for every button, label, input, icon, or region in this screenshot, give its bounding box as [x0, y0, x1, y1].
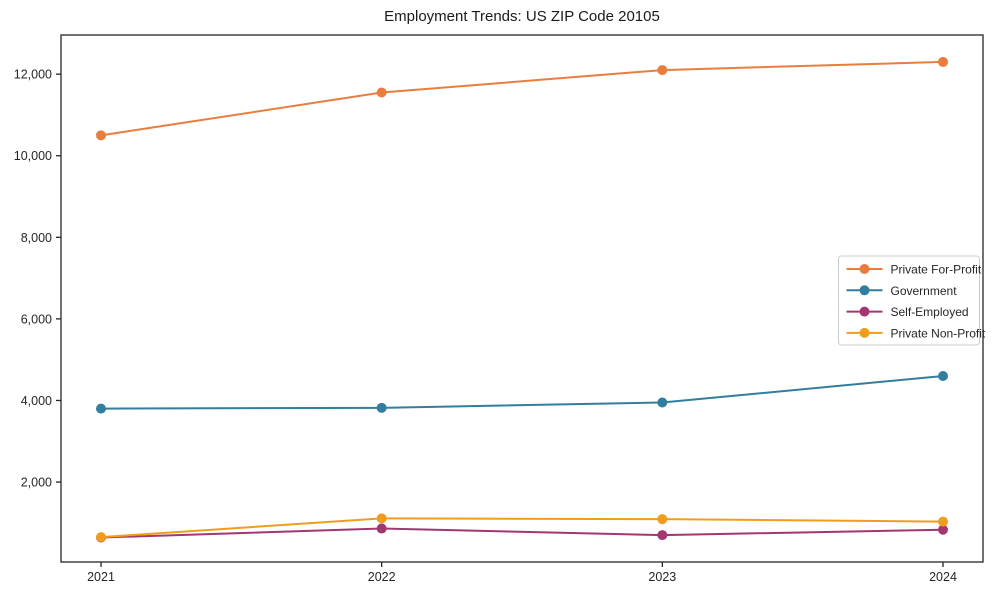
x-tick-label: 2024	[929, 570, 957, 584]
legend-item-private-non-profit: Private Non-Profit	[846, 326, 986, 340]
legend: Private For-Profit Government Self-Employe…	[838, 255, 986, 346]
chart-title: Employment Trends: US ZIP Code 20105	[384, 8, 660, 25]
legend-label: Government	[891, 284, 958, 298]
data-point-marker	[938, 516, 948, 527]
plot-frame	[60, 34, 984, 563]
y-tick-label: 6,000	[21, 312, 52, 326]
x-tick-label: 2021	[87, 570, 115, 584]
data-point-marker	[96, 403, 106, 414]
series-self-employed	[96, 523, 948, 543]
y-tick-label: 4,000	[21, 394, 52, 408]
legend-item-government: Government	[846, 284, 958, 298]
y-axis: 2,000 4,000 6,000 8,000 10,000 12,000	[14, 68, 61, 490]
data-point-marker	[657, 65, 668, 76]
data-point-marker	[376, 87, 387, 98]
series-private-non-profit	[96, 513, 948, 543]
data-point-marker	[376, 523, 387, 534]
series-private-for-profit	[96, 56, 948, 141]
series-line	[100, 517, 944, 539]
data-point-marker	[657, 397, 668, 408]
legend-box	[838, 255, 980, 346]
legend-label: Private For-Profit	[891, 263, 982, 277]
y-tick-label: 2,000	[21, 476, 52, 490]
legend-item-self-employed: Self-Employed	[846, 305, 969, 319]
y-tick-label: 8,000	[21, 231, 52, 245]
legend-marker	[859, 306, 870, 317]
data-point-marker	[938, 56, 948, 67]
data-point-marker	[96, 130, 106, 141]
legend-label: Private Non-Profit	[891, 326, 986, 340]
data-point-marker	[376, 513, 387, 524]
data-point-marker	[657, 530, 668, 541]
series-line	[100, 375, 944, 410]
legend-item-private-for-profit: Private For-Profit	[846, 263, 982, 277]
y-tick-label: 12,000	[14, 68, 52, 82]
data-point-marker	[96, 532, 106, 543]
x-axis: 2021 2022 2023 2024	[87, 562, 957, 584]
data-point-marker	[376, 402, 387, 413]
data-point-marker	[938, 524, 948, 535]
data-point-marker	[938, 371, 948, 381]
legend-marker	[859, 264, 870, 274]
legend-label: Self-Employed	[891, 305, 969, 319]
legend-marker	[859, 285, 870, 296]
y-tick-label: 10,000	[14, 149, 52, 163]
series-government	[96, 371, 948, 414]
x-tick-label: 2023	[648, 570, 676, 584]
data-point-marker	[657, 514, 668, 525]
series-line	[100, 60, 944, 137]
legend-marker	[859, 327, 870, 338]
x-tick-label: 2022	[368, 570, 396, 584]
series-line	[100, 527, 944, 539]
